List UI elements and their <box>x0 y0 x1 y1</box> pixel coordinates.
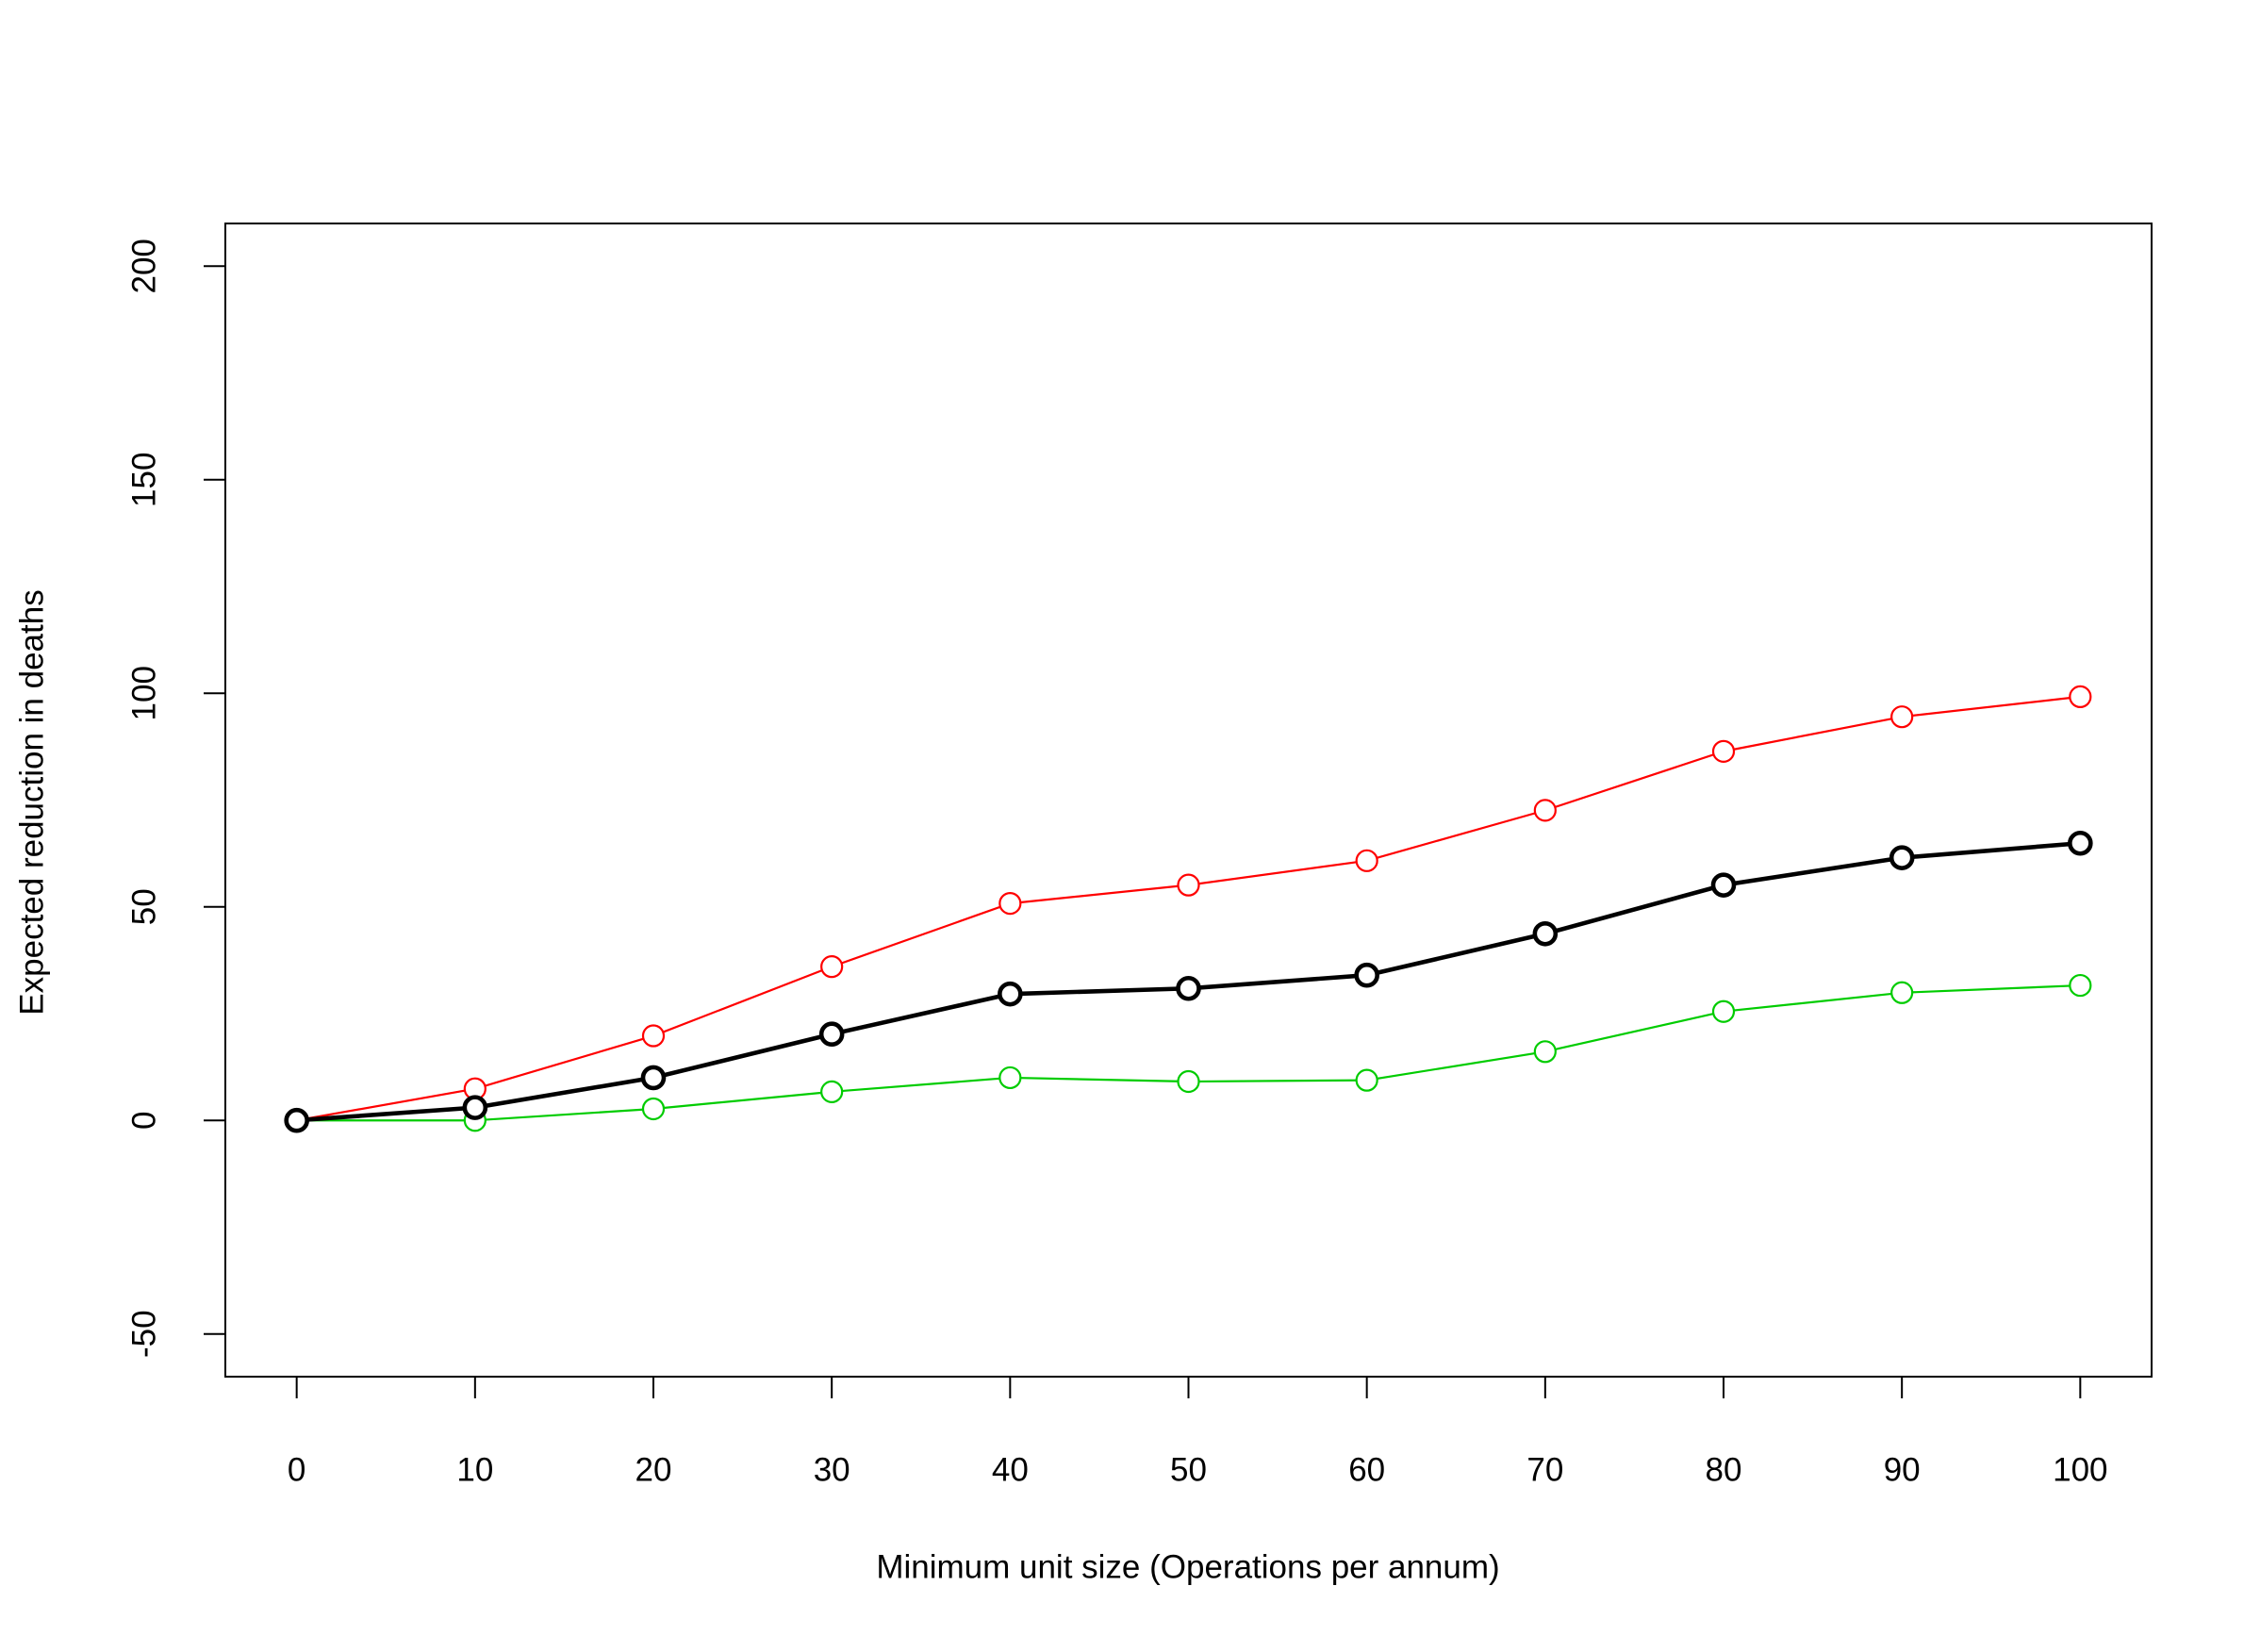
point <box>2069 685 2092 708</box>
point <box>1355 1068 1378 1092</box>
point <box>641 1024 666 1048</box>
point <box>1176 975 1201 1001</box>
series-line <box>296 695 2081 1122</box>
series-line <box>296 983 2081 1122</box>
point <box>284 1107 309 1133</box>
point <box>2069 973 2092 998</box>
point <box>1177 1069 1200 1094</box>
x-tick-label: 40 <box>992 1451 1029 1488</box>
x-tick-label: 10 <box>456 1451 493 1488</box>
y-tick-label: 200 <box>125 239 162 293</box>
x-tick-label: 100 <box>2053 1451 2107 1488</box>
x-tick-label: 50 <box>1170 1451 1207 1488</box>
x-tick-label: 30 <box>814 1451 850 1488</box>
y-axis-label: Expected reduction in deaths <box>13 589 50 1015</box>
point <box>1890 981 1914 1004</box>
point <box>998 981 1023 1007</box>
plot-frame <box>224 223 2153 1378</box>
point <box>998 1066 1022 1090</box>
point <box>1710 872 1737 898</box>
point <box>1355 849 1378 872</box>
y-tick-label: 0 <box>125 1111 162 1129</box>
point <box>818 1021 845 1048</box>
point <box>2068 830 2093 856</box>
x-axis-label: Minimum unit size (Operations per annum) <box>876 1548 1499 1585</box>
point <box>1532 920 1559 947</box>
y-tick-label: 150 <box>125 453 162 507</box>
x-tick-label: 70 <box>1526 1451 1563 1488</box>
point <box>1711 999 1736 1023</box>
point <box>1533 799 1557 822</box>
x-tick-label: 80 <box>1706 1451 1742 1488</box>
point <box>641 1097 666 1121</box>
x-tick-label: 60 <box>1348 1451 1385 1488</box>
y-tick-label: -50 <box>125 1310 162 1358</box>
y-tick-label: 50 <box>125 888 162 925</box>
point <box>820 955 844 979</box>
y-tick-label: 100 <box>125 666 162 720</box>
x-tick-label: 20 <box>635 1451 672 1488</box>
x-tick-label: 90 <box>1884 1451 1921 1488</box>
point <box>998 892 1022 916</box>
point <box>462 1095 488 1120</box>
point <box>820 1080 844 1103</box>
point <box>1177 873 1200 897</box>
point <box>1890 705 1914 729</box>
point <box>1533 1040 1557 1064</box>
x-tick-label: 0 <box>288 1451 305 1488</box>
point <box>1711 739 1736 763</box>
point <box>640 1065 667 1091</box>
point <box>1354 962 1379 988</box>
point <box>1889 845 1915 870</box>
